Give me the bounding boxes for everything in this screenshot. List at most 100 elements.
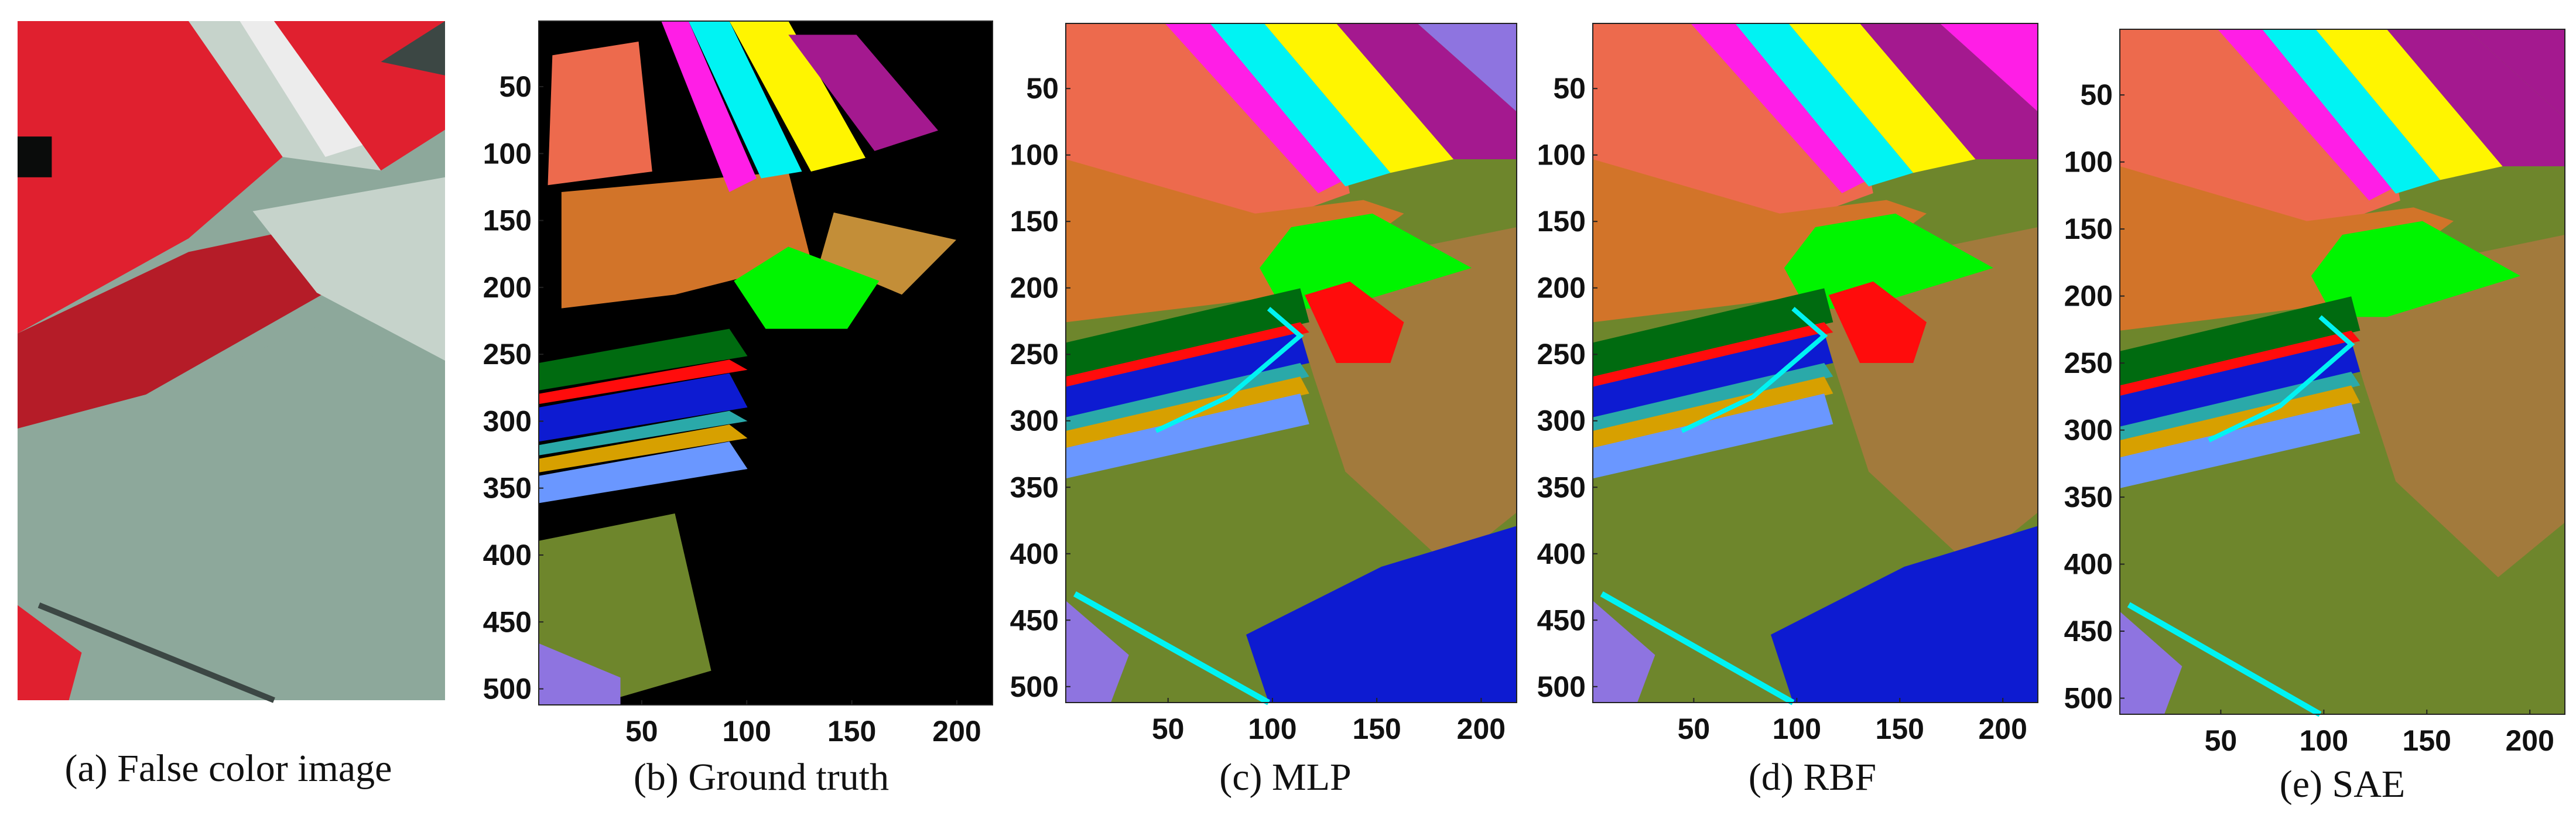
x-tick-label: 100 [2300,724,2348,757]
fc-white-stripe [240,21,368,157]
region-lavender [1066,601,1129,703]
y-tick-label: 450 [2064,615,2113,648]
false-color-image [18,21,445,703]
boundary-line [1155,307,1304,433]
caption-false-color: (a) False color image [64,747,392,790]
region-cyan [2262,29,2441,194]
y-tick-label: 50 [499,70,532,103]
y-tick-label: 100 [1537,139,1586,172]
y-tick-label: 500 [1010,670,1059,703]
gt-yellow [729,21,865,172]
boundary-line [1681,307,1828,433]
y-tick-label: 50 [2080,78,2113,111]
region-purple [1860,23,2038,159]
y-tick-label: 350 [1010,471,1059,504]
false-color-regions [18,21,445,703]
region-dark-green [1593,288,1833,377]
x-tick-label: 50 [1152,713,1185,745]
region-green [1784,213,1993,309]
x-tick-label: 50 [625,715,658,748]
gt-cyan [688,21,802,179]
x-tick-label: 150 [2403,724,2451,757]
gt-olive [539,513,711,705]
y-tick-label: 200 [2064,280,2113,313]
y-tick-label: 250 [1537,338,1586,371]
region-red-patch [1828,281,1927,363]
region-brown [2333,235,2565,577]
region-light-blue [1066,393,1309,479]
y-tick-label: 400 [483,539,532,571]
plot-frame [538,20,993,705]
y-tick-label: 250 [483,338,532,371]
y-tick-label: 200 [483,271,532,304]
ground-truth-regions [539,21,993,705]
y-tick-label: 300 [1010,405,1059,437]
caption-rbf: (d) RBF [1748,756,1877,799]
region-red [1593,322,1833,387]
y-tick-label: 450 [1010,604,1059,636]
region-orange-brown [1593,159,1927,323]
y-tick-label: 150 [1537,205,1586,238]
region-purple [1336,23,1517,159]
y-tick-label: 200 [1537,272,1586,304]
region-blue-block [1246,526,1517,703]
region-magenta [1691,23,1869,193]
y-tick-label: 300 [483,405,532,437]
region-orange-brown [1066,159,1404,323]
y-tick-label: 250 [1010,338,1059,371]
y-tick-label: 500 [1537,670,1586,703]
region-light-blue [2120,402,2361,488]
region-dark-green [1066,288,1309,377]
fc-red-field-top [18,21,283,334]
y-tick-label: 100 [1010,139,1059,172]
region-magenta [2218,29,2396,201]
sae-classification-map: 50 100 150 200 250 300 350 400 450 500 50 100 150 200 [2064,29,2565,757]
y-tick-label: 500 [483,673,532,705]
mlp-classification-map: 50 100 150 200 250 300 350 400 450 500 50 100 150 200 [1010,23,1517,745]
x-tick-label: 100 [1248,713,1296,745]
y-tick-label: 500 [2064,682,2113,715]
x-tick-label: 100 [1773,713,1821,745]
region-green [1260,213,1472,309]
region-yellow [1264,23,1454,173]
rbf-axes: 50 100 150 200 250 300 350 400 450 500 50 100 150 200 [1537,23,2038,745]
y-tick-label: 100 [2064,146,2113,179]
gt-stripe-1 [539,359,748,405]
caption-sae: (e) SAE [2279,763,2406,806]
sae-axes: 50 100 150 200 250 300 350 400 450 500 50 100 150 200 [2064,29,2565,757]
region-blue [1066,332,1309,417]
region-top-right [2466,29,2565,119]
fc-lower-fields [18,327,445,700]
y-tick-label: 400 [1010,537,1059,570]
x-tick-label: 100 [722,715,771,748]
x-tick-label: 200 [1457,713,1506,745]
road-line [2127,602,2322,717]
region-orange-brown [2120,166,2454,331]
x-tick-label: 150 [1352,713,1401,745]
gt-salmon [548,42,652,186]
region-blue [2120,341,2361,427]
plot-frame [1592,23,2038,703]
region-gold [1593,376,1833,448]
gt-stripe-2 [539,373,748,442]
gt-lavender [539,643,621,705]
gt-purple [788,35,938,151]
region-purple [2387,29,2565,166]
region-yellow [2315,29,2503,180]
y-tick-label: 400 [1537,537,1586,570]
region-light-blue [1593,393,1833,479]
class-regions [1593,23,2038,705]
x-tick-label: 150 [827,715,876,748]
caption-mlp: (c) MLP [1219,756,1352,799]
ground-truth-map: 50 100 150 200 250 300 350 400 450 500 50 100 150 200 [483,20,993,748]
region-lavender [2120,611,2182,714]
fc-dark-patch [18,136,52,177]
region-red [1066,322,1309,387]
y-tick-label: 300 [1537,405,1586,437]
fc-red-corner [18,605,82,700]
region-dark-green [2120,296,2361,386]
x-tick-label: 150 [1876,713,1924,745]
x-tick-label: 200 [1978,713,2027,745]
y-tick-label: 400 [2064,548,2113,581]
gt-stripe-0 [539,328,748,391]
